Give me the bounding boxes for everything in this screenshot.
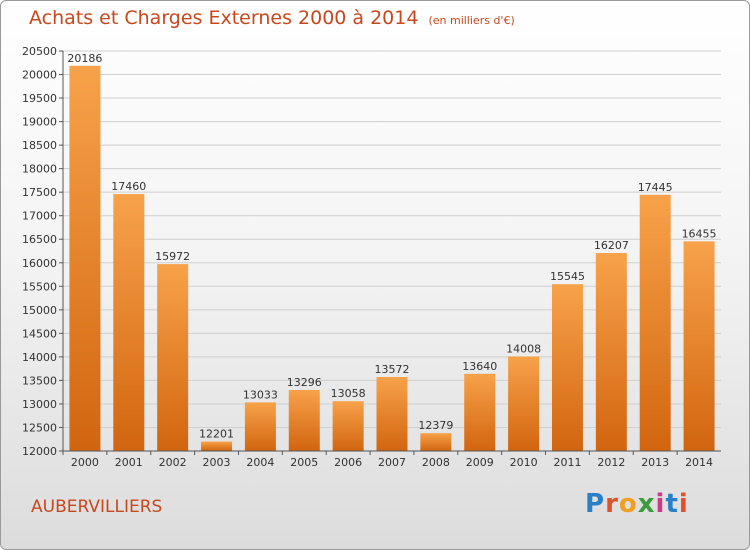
logo-letter: i <box>678 489 689 519</box>
y-tick-label: 15000 <box>22 304 57 317</box>
y-tick-label: 16000 <box>22 257 57 270</box>
y-tick-label: 14000 <box>22 351 57 364</box>
y-tick-label: 13500 <box>22 374 57 387</box>
bar <box>332 401 364 451</box>
y-tick-label: 15500 <box>22 280 57 293</box>
data-label: 16455 <box>682 227 717 240</box>
bar <box>683 241 715 451</box>
data-label: 20186 <box>67 52 102 65</box>
data-label: 17445 <box>638 181 673 194</box>
logo-letter: i <box>655 489 666 519</box>
chart-title: Achats et Charges Externes 2000 à 2014 <box>29 7 419 29</box>
bar <box>113 194 145 451</box>
bar <box>201 441 233 451</box>
y-tick-label: 13000 <box>22 398 57 411</box>
x-axis-ticks: 2000 2001 2002 2003 2004 2005 2006 2007 2008 2009… <box>62 451 713 469</box>
y-tick-label: 20500 <box>22 45 57 58</box>
data-label: 17460 <box>111 180 146 193</box>
bar <box>595 253 627 451</box>
bar <box>244 402 276 451</box>
x-tick-label: 2008 <box>422 456 450 469</box>
data-label: 16207 <box>594 239 629 252</box>
logo-letter: o <box>618 489 638 519</box>
bar <box>157 264 189 451</box>
x-tick-label: 2013 <box>641 456 669 469</box>
x-tick-label: 2000 <box>71 456 99 469</box>
y-tick-label: 17000 <box>22 210 57 223</box>
x-tick-label: 2001 <box>115 456 143 469</box>
logo-letter: t <box>665 489 679 519</box>
y-tick-label: 12000 <box>22 445 57 458</box>
x-tick-label: 2002 <box>159 456 187 469</box>
x-tick-label: 2011 <box>553 456 581 469</box>
y-tick-label: 18000 <box>22 163 57 176</box>
logo-letter: x <box>637 489 656 519</box>
x-tick-label: 2007 <box>378 456 406 469</box>
bar <box>288 390 320 451</box>
data-label: 13058 <box>331 387 366 400</box>
logo-letter: P <box>585 489 606 519</box>
data-label: 14008 <box>506 343 541 356</box>
x-tick-label: 2010 <box>510 456 538 469</box>
bar <box>464 373 496 451</box>
logo-letter: r <box>605 489 619 519</box>
y-tick-label: 17500 <box>22 186 57 199</box>
x-tick-label: 2014 <box>685 456 713 469</box>
value-labels: 20186 17460 15972 12201 13033 13296 13058 13572… <box>67 52 716 441</box>
data-label: 12379 <box>418 419 453 432</box>
chart-subtitle: (en milliers d'€) <box>428 14 515 27</box>
x-tick-label: 2004 <box>246 456 274 469</box>
chart-title-block: Achats et Charges Externes 2000 à 2014 (e… <box>29 7 515 29</box>
x-tick-label: 2006 <box>334 456 362 469</box>
axes <box>62 51 721 452</box>
bars <box>69 65 715 451</box>
y-tick-label: 19500 <box>22 92 57 105</box>
x-tick-label: 2012 <box>597 456 625 469</box>
data-label: 12201 <box>199 428 234 441</box>
y-tick-label: 19000 <box>22 116 57 129</box>
y-tick-label: 20000 <box>22 69 57 82</box>
data-label: 13572 <box>375 363 410 376</box>
y-tick-label: 12500 <box>22 421 57 434</box>
y-tick-label: 16500 <box>22 233 57 246</box>
x-tick-label: 2005 <box>290 456 318 469</box>
data-label: 13296 <box>287 376 322 389</box>
data-label: 15545 <box>550 270 585 283</box>
y-axis-ticks: 12000 12500 13000 13500 14000 14500 15000 15500… <box>22 45 63 458</box>
bar <box>69 65 101 451</box>
data-label: 15972 <box>155 250 190 263</box>
bar <box>508 356 540 451</box>
bar <box>376 377 408 451</box>
y-tick-label: 18500 <box>22 139 57 152</box>
data-label: 13033 <box>243 388 278 401</box>
proxiti-logo: Proxiti <box>585 489 689 519</box>
bar <box>639 194 671 451</box>
bar <box>551 284 583 451</box>
x-tick-label: 2009 <box>466 456 494 469</box>
bar <box>420 433 452 451</box>
city-name: AUBERVILLIERS <box>31 497 163 517</box>
x-tick-label: 2003 <box>203 456 231 469</box>
data-label: 13640 <box>462 360 497 373</box>
y-tick-label: 14500 <box>22 327 57 340</box>
